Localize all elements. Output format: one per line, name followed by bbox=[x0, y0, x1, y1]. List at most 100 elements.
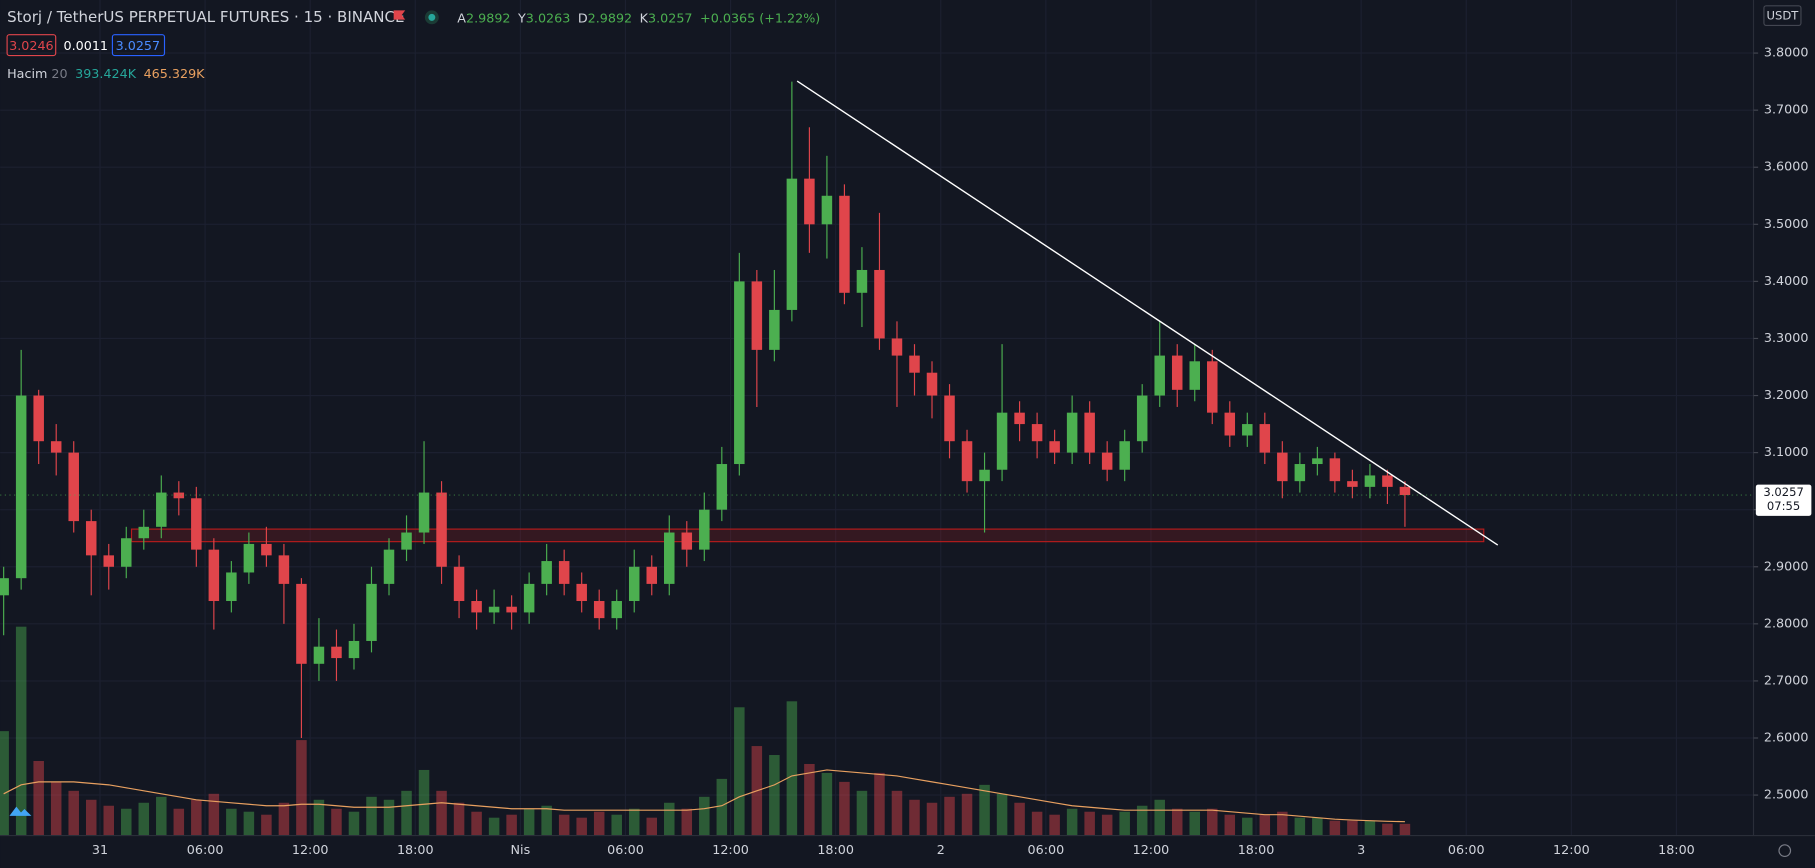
candle-body bbox=[15, 395, 27, 579]
candle-body bbox=[541, 561, 552, 584]
ask-box[interactable] bbox=[111, 34, 166, 57]
y-tick-label: 3.3000 bbox=[1764, 331, 1809, 346]
volume-bar bbox=[979, 784, 990, 836]
candle-body bbox=[944, 395, 955, 442]
candle-body bbox=[226, 572, 237, 602]
candle-body bbox=[418, 492, 430, 533]
volume-bar bbox=[769, 755, 780, 836]
flag-icon[interactable] bbox=[393, 10, 406, 20]
candle-body bbox=[716, 464, 728, 510]
volume-bar bbox=[33, 760, 44, 836]
ohlc-line: A2.9892 Y3.0263 D2.9892 K3.0257 +0.0365 … bbox=[457, 11, 820, 26]
candle-body bbox=[909, 355, 920, 373]
candle-body bbox=[261, 543, 272, 556]
candle-body bbox=[1031, 424, 1043, 442]
candle-body bbox=[50, 441, 62, 453]
volume-ma-line bbox=[3, 769, 1405, 823]
symbol-title[interactable]: Storj / TetherUS PERPETUAL FUTURES · 15 … bbox=[7, 8, 404, 26]
bid-box[interactable] bbox=[6, 34, 57, 57]
candle-body bbox=[1101, 452, 1113, 470]
ohlc-value: 3.0257 bbox=[648, 11, 693, 26]
volume-bar bbox=[506, 814, 517, 836]
candle-body bbox=[401, 532, 412, 550]
candle-body bbox=[68, 452, 79, 522]
candle-body bbox=[1294, 464, 1306, 482]
candle-body bbox=[1277, 452, 1288, 482]
candle-body bbox=[1014, 412, 1025, 425]
settings-icon[interactable] bbox=[1778, 844, 1792, 858]
volume-bar bbox=[488, 817, 500, 836]
volume-bar bbox=[558, 814, 570, 836]
volume-bar bbox=[68, 790, 79, 836]
volume-bar bbox=[944, 796, 955, 836]
candle-body bbox=[891, 338, 903, 356]
logo[interactable] bbox=[9, 806, 32, 816]
x-tick-label: 12:00 bbox=[1553, 843, 1590, 858]
volume-bar bbox=[541, 805, 552, 836]
x-tick-label: 12:00 bbox=[712, 843, 749, 858]
volume-ma-value: 465.329K bbox=[144, 67, 206, 82]
candle-body bbox=[348, 640, 360, 659]
candle-body bbox=[804, 178, 815, 225]
volume-bar bbox=[1119, 811, 1130, 836]
volume-bar bbox=[1154, 799, 1165, 836]
candle-body bbox=[1329, 458, 1341, 482]
candle-body bbox=[699, 509, 710, 550]
candle-body bbox=[979, 469, 990, 482]
volume-bar bbox=[1364, 820, 1376, 836]
x-tick-label: 31 bbox=[92, 843, 108, 858]
x-tick-label: 12:00 bbox=[292, 843, 329, 858]
volume-bar bbox=[156, 796, 167, 836]
candle-body bbox=[1066, 412, 1078, 453]
x-tick-label: 06:00 bbox=[607, 843, 644, 858]
volume-bar bbox=[313, 799, 325, 836]
candle-body bbox=[121, 538, 132, 567]
support-zone bbox=[130, 528, 1485, 543]
volume-bar bbox=[804, 763, 815, 836]
plot-area bbox=[0, 0, 1754, 836]
volume-bar bbox=[138, 802, 150, 836]
volume-bar bbox=[383, 799, 395, 836]
y-tick-label: 3.7000 bbox=[1764, 103, 1809, 118]
candle-body bbox=[1312, 458, 1323, 465]
volume-bar bbox=[523, 808, 535, 836]
volume-bar bbox=[0, 731, 9, 836]
candle-body bbox=[628, 566, 640, 602]
candle-body bbox=[1259, 424, 1271, 453]
candle-body bbox=[769, 309, 780, 350]
y-tick-label: 3.8000 bbox=[1764, 46, 1809, 61]
candle-body bbox=[366, 583, 377, 641]
volume-bar bbox=[208, 793, 220, 836]
volume-bar bbox=[1084, 811, 1095, 836]
volume-bar bbox=[453, 802, 465, 836]
candle-body bbox=[611, 601, 622, 619]
volume-bar bbox=[1014, 802, 1025, 836]
volume-bar bbox=[1399, 823, 1411, 836]
volume-bar bbox=[734, 707, 745, 836]
x-tick-label: 06:00 bbox=[1028, 843, 1065, 858]
volume-bar bbox=[839, 781, 850, 836]
candle-body bbox=[453, 566, 465, 602]
y-tick-label: 2.7000 bbox=[1764, 673, 1809, 688]
volume-bar bbox=[296, 740, 307, 836]
volume-bar bbox=[716, 778, 728, 836]
y-tick-label: 3.6000 bbox=[1764, 160, 1809, 175]
volume-bar bbox=[1259, 814, 1271, 836]
candle-body bbox=[296, 583, 307, 664]
ohlc-value: 2.9892 bbox=[466, 11, 511, 26]
candle-body bbox=[1084, 412, 1095, 453]
x-tick-label: 18:00 bbox=[1658, 843, 1695, 858]
candle-body bbox=[208, 549, 220, 602]
volume-bar bbox=[681, 808, 693, 836]
candle-body bbox=[1189, 361, 1201, 390]
x-tick-label: Nis bbox=[511, 843, 531, 858]
candle-body bbox=[191, 498, 202, 550]
volume-bar bbox=[628, 808, 640, 836]
candle-body bbox=[523, 583, 535, 613]
volume-name: Hacim bbox=[7, 67, 47, 82]
ohlc-key: A bbox=[457, 11, 466, 26]
currency-box[interactable] bbox=[1763, 5, 1802, 27]
candle-body bbox=[1382, 475, 1393, 487]
volume-bar bbox=[1207, 808, 1218, 836]
